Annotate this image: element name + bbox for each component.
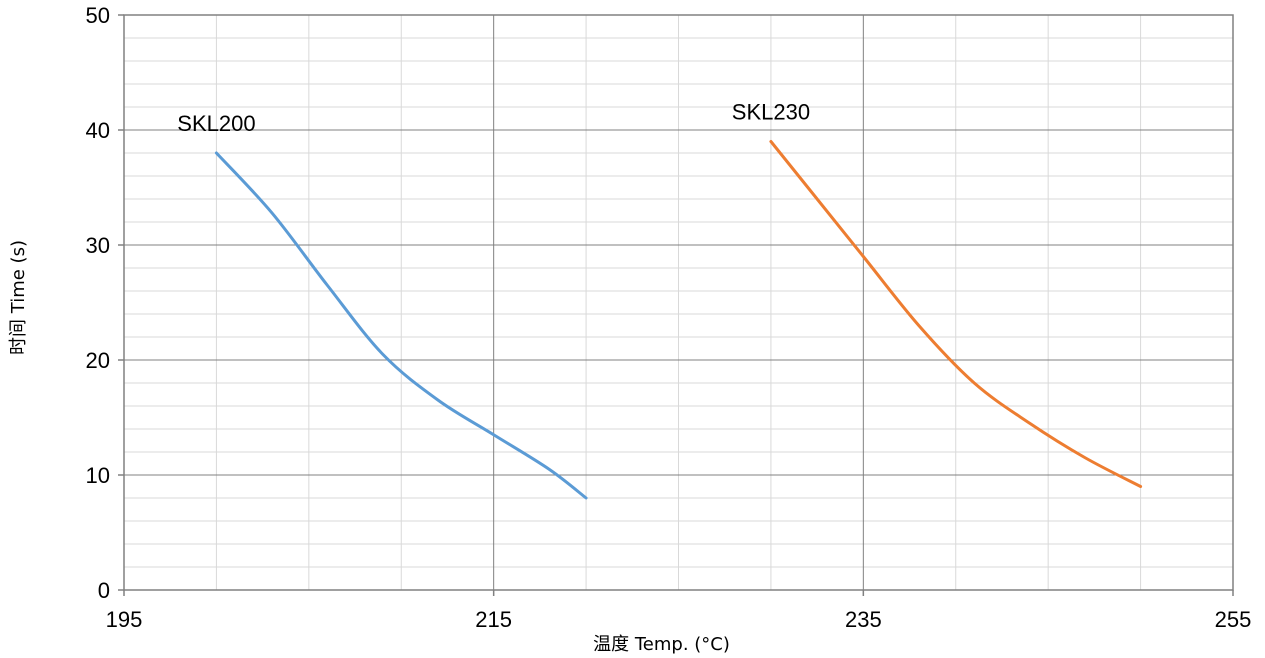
- series-line-skl200: [214, 151, 588, 500]
- x-tick-label: 195: [106, 607, 143, 632]
- y-tick-label: 30: [86, 233, 110, 258]
- plot-area-border: [123, 14, 1234, 591]
- y-axis-title: 时间 Time (s): [8, 240, 29, 355]
- y-tick-label: 50: [86, 3, 110, 28]
- x-axis-title: 温度 Temp. (°C): [593, 634, 730, 655]
- x-tick-label: 215: [475, 607, 512, 632]
- y-tick-label: 0: [98, 578, 110, 603]
- tick-labels: 195 215 235 255 0 10 20 30 40 50: [86, 3, 1252, 632]
- axis-ticks: [118, 14, 1234, 596]
- series-line-skl230: [769, 140, 1143, 488]
- series-labels: SKL200 SKL230: [177, 100, 810, 137]
- y-tick-label: 40: [86, 118, 110, 143]
- x-tick-label: 235: [845, 607, 882, 632]
- y-tick-label: 10: [86, 463, 110, 488]
- series-lines: [214, 140, 1143, 500]
- series-label-skl230: SKL230: [732, 100, 810, 125]
- series-label-skl200: SKL200: [177, 111, 255, 136]
- x-tick-label: 255: [1215, 607, 1252, 632]
- y-tick-label: 20: [86, 348, 110, 373]
- major-gridlines: [124, 15, 1233, 590]
- minor-gridlines: [124, 15, 1233, 590]
